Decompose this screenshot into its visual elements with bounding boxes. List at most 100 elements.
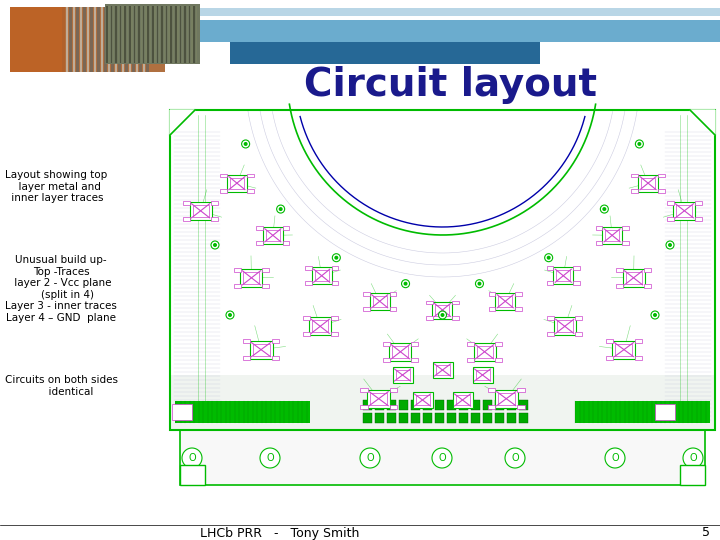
Bar [436, 365, 449, 375]
Bar [616, 284, 623, 288]
Circle shape [666, 241, 674, 249]
Bar [667, 217, 674, 221]
Bar [115, 6, 117, 63]
Bar [132, 7, 135, 72]
Bar [262, 268, 269, 272]
Bar [363, 292, 370, 295]
Bar [76, 7, 78, 72]
Bar [390, 405, 397, 409]
Bar [488, 405, 495, 409]
Bar [146, 7, 148, 72]
Bar [413, 392, 433, 408]
Bar [517, 388, 525, 393]
Bar [211, 201, 218, 205]
Bar [575, 401, 710, 423]
Bar [373, 296, 387, 307]
Text: O: O [611, 453, 618, 463]
Bar [266, 230, 280, 241]
Bar [518, 413, 528, 423]
Bar [557, 270, 570, 281]
Bar [143, 6, 144, 63]
Bar [387, 400, 395, 410]
Bar [66, 7, 68, 72]
Bar [247, 189, 253, 193]
Bar [433, 362, 452, 378]
Bar [315, 270, 329, 281]
Bar [305, 281, 312, 285]
Bar [134, 6, 135, 63]
Bar [114, 7, 117, 72]
Bar [170, 110, 715, 430]
Circle shape [211, 241, 219, 249]
Bar [211, 217, 218, 221]
Bar [452, 392, 472, 408]
Text: Circuit layout: Circuit layout [304, 66, 596, 104]
Bar [433, 301, 452, 319]
Circle shape [228, 313, 232, 317]
Bar [159, 6, 161, 63]
Bar [622, 241, 629, 245]
Bar [283, 226, 289, 230]
Bar [383, 342, 390, 346]
Circle shape [360, 448, 380, 468]
Bar [312, 320, 328, 332]
Bar [547, 316, 554, 320]
Circle shape [544, 254, 553, 262]
Bar [644, 284, 651, 288]
Bar [135, 7, 138, 72]
Bar [362, 413, 372, 423]
Circle shape [260, 448, 280, 468]
Bar [367, 390, 390, 408]
Bar [410, 413, 420, 423]
Bar [482, 400, 492, 410]
Bar [411, 342, 418, 346]
Bar [309, 318, 331, 335]
Bar [90, 7, 92, 72]
Bar [472, 367, 492, 383]
Bar [243, 339, 250, 343]
Bar [163, 6, 165, 63]
Bar [635, 356, 642, 360]
Bar [97, 7, 99, 72]
Bar [361, 388, 368, 393]
Bar [256, 241, 263, 245]
Bar [230, 42, 540, 64]
Bar [387, 413, 395, 423]
Bar [622, 226, 629, 230]
Polygon shape [175, 104, 710, 235]
Bar [10, 7, 65, 72]
Bar [546, 281, 553, 285]
Circle shape [603, 207, 606, 211]
Bar [10, 7, 165, 72]
Bar [120, 8, 720, 16]
Bar [370, 393, 387, 404]
Bar [131, 6, 132, 63]
Text: O: O [511, 453, 519, 463]
Bar [253, 343, 269, 356]
Circle shape [651, 311, 659, 319]
Bar [145, 6, 147, 63]
Bar [243, 356, 250, 360]
Bar [170, 110, 715, 430]
Bar [247, 174, 253, 178]
Bar [547, 332, 554, 336]
Text: Layout showing top
  layer metal and
 inner layer traces: Layout showing top layer metal and inner… [5, 170, 107, 203]
Bar [452, 300, 459, 305]
Bar [415, 395, 430, 405]
Circle shape [653, 313, 657, 317]
Bar [122, 7, 124, 72]
Bar [410, 400, 420, 410]
Circle shape [213, 243, 217, 247]
Bar [127, 6, 128, 63]
Bar [111, 7, 114, 72]
Bar [220, 189, 227, 193]
Bar [332, 281, 338, 285]
Bar [192, 205, 209, 217]
Bar [398, 413, 408, 423]
Bar [477, 346, 492, 358]
Bar [234, 284, 241, 288]
Bar [635, 339, 642, 343]
Bar [69, 7, 71, 72]
Bar [361, 405, 368, 409]
Bar [390, 343, 411, 361]
